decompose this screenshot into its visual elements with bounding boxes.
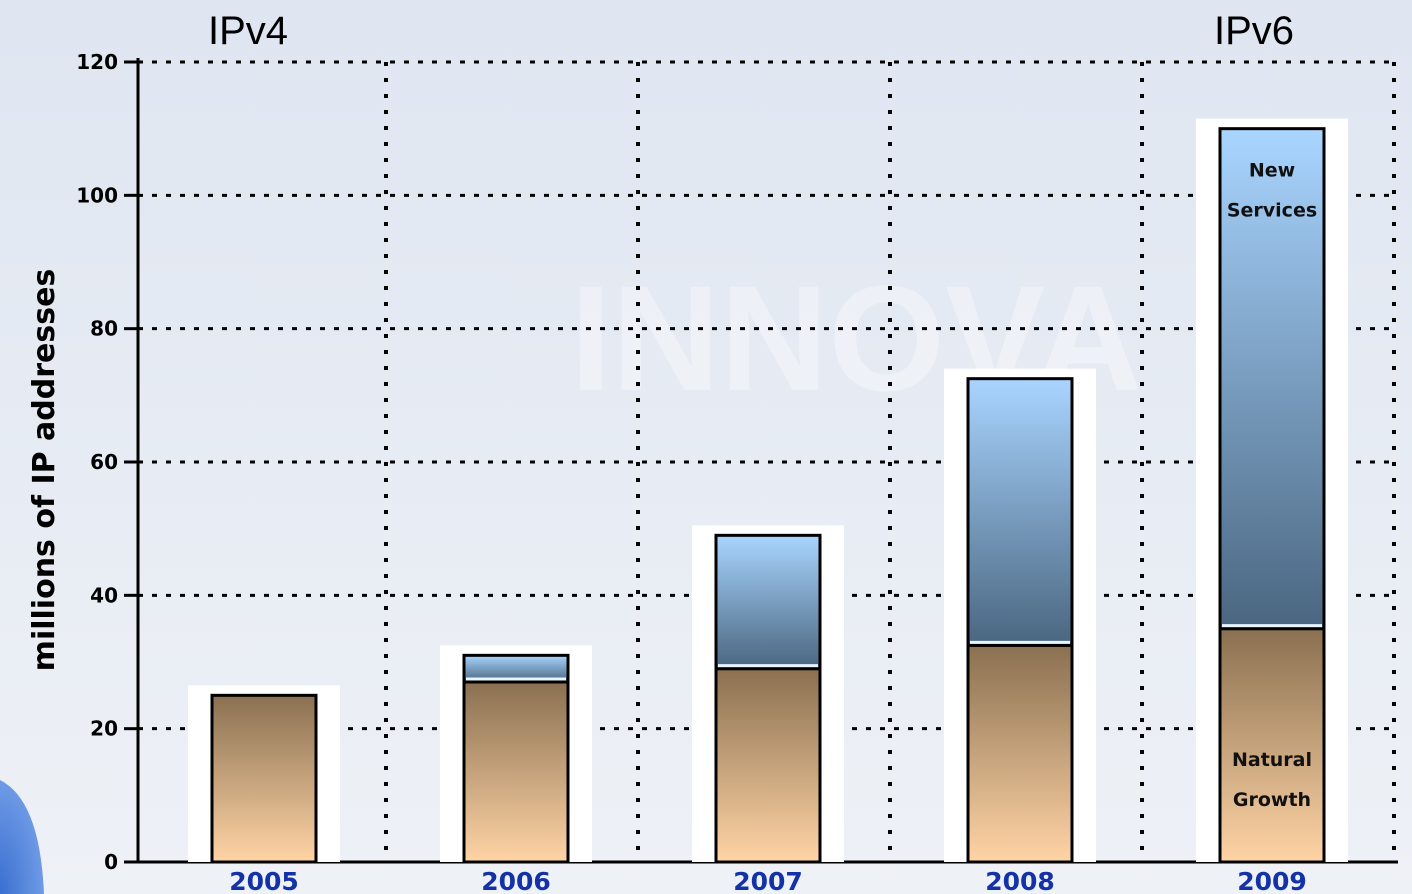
bar-new-services-2007 xyxy=(714,533,822,671)
plot-area: 0 20 40 60 80 100 120 2005 2006 2007 2008 2009 New Se… xyxy=(76,50,1398,894)
bar-natural-growth-2006 xyxy=(462,680,570,864)
segment-label-new-services-1: New xyxy=(1249,160,1295,182)
right-header: IPv6 xyxy=(1214,9,1294,53)
y-tick-label-20: 20 xyxy=(90,717,118,741)
bar-natural-growth-2009 xyxy=(1218,627,1326,864)
bar-natural-growth-2005 xyxy=(210,693,318,864)
y-tick-label-100: 100 xyxy=(76,183,118,207)
y-tick-label-0: 0 xyxy=(104,850,118,874)
corner-decoration xyxy=(0,780,44,894)
segment-label-natural-growth-2: Growth xyxy=(1233,789,1311,811)
x-tick-label-2005: 2005 xyxy=(229,867,299,894)
x-tick-label-2007: 2007 xyxy=(733,867,803,894)
x-tick-label-2006: 2006 xyxy=(481,867,551,894)
y-tick-label-40: 40 xyxy=(90,583,118,607)
y-tick-label-60: 60 xyxy=(90,450,118,474)
y-tick-label-120: 120 xyxy=(76,50,118,74)
segment-label-natural-growth-1: Natural xyxy=(1232,749,1312,771)
bar-natural-growth-2008 xyxy=(966,643,1074,864)
bar-new-services-2009 xyxy=(1218,127,1326,631)
y-tick-label-80: 80 xyxy=(90,317,118,341)
bar-new-services-2008 xyxy=(966,377,1074,647)
segment-label-new-services-2: Services xyxy=(1227,200,1317,222)
bar-natural-growth-2007 xyxy=(714,667,822,864)
x-tick-label-2008: 2008 xyxy=(985,867,1055,894)
y-axis-label: millions of IP addresses xyxy=(27,269,62,672)
left-header: IPv4 xyxy=(208,9,288,53)
x-tick-label-2009: 2009 xyxy=(1237,867,1307,894)
